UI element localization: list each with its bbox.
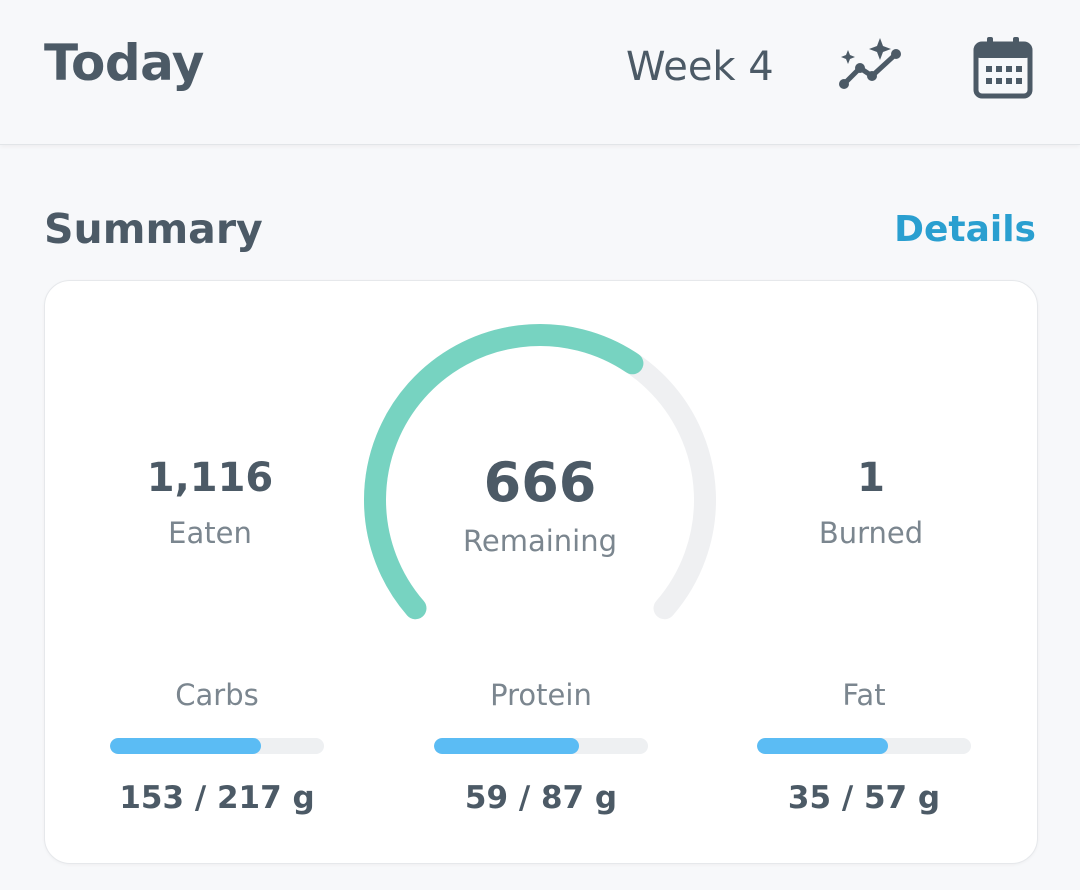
macro-progress-fill [757,738,889,754]
macro-name: Protein [490,678,592,712]
macro-progress-fill [110,738,261,754]
calendar-icon[interactable] [972,36,1034,100]
summary-title: Summary [44,205,263,253]
macro-value: 59 / 87 g [464,780,618,816]
remaining-value: 666 [483,451,597,514]
remaining-label: Remaining [463,524,617,558]
macro-value: 35 / 57 g [787,780,941,816]
macro-progress-track [757,738,971,754]
calorie-gauge [364,324,716,620]
burned-stat: 1 Burned [751,458,991,550]
summary-card [44,280,1038,864]
details-link[interactable]: Details [894,209,1036,250]
burned-value: 1 [857,455,885,501]
burned-label: Burned [818,516,924,550]
macro-progress-track [434,738,648,754]
sparkle-trend-icon[interactable] [836,36,906,96]
remaining-stat: 666 Remaining [420,451,660,559]
eaten-label: Eaten [168,516,252,550]
macro-progress-track [110,738,324,754]
macro-value: 153 / 217 g [119,780,315,816]
macro-carbs: Carbs 153 / 217 g [97,678,337,816]
macro-name: Fat [842,678,886,712]
page-title: Today [44,34,204,92]
macro-progress-fill [434,738,580,754]
eaten-stat: 1,116 Eaten [90,458,330,550]
gauge-fill [364,324,644,620]
macro-fat: Fat 35 / 57 g [744,678,984,816]
eaten-value: 1,116 [146,455,274,501]
macro-protein: Protein 59 / 87 g [421,678,661,816]
top-bar: Today Week 4 [0,0,1080,145]
macro-name: Carbs [175,678,259,712]
week-selector[interactable]: Week 4 [626,44,774,90]
